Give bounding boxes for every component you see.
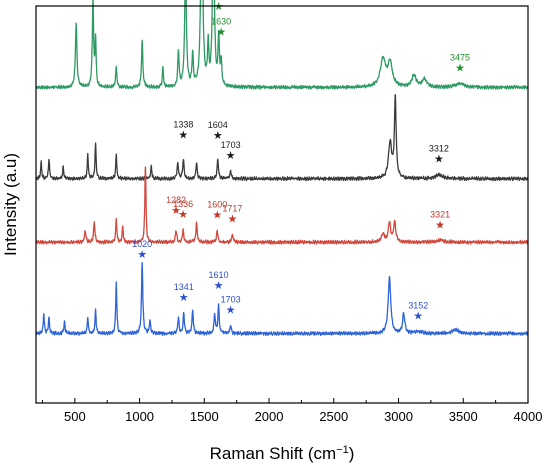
x-tick-label: 3500	[449, 409, 478, 424]
peak-star-marker: ★	[216, 26, 226, 38]
peak-label: 1630	[211, 16, 231, 26]
spectrum-line	[35, 262, 529, 337]
x-axis-label-main: Raman Shift (cm	[210, 444, 337, 463]
y-axis-label: Intensity (a.u)	[1, 153, 20, 256]
peak-label: 1611	[209, 0, 228, 1]
peak-star-marker: ★	[226, 305, 236, 317]
peak-label: 1610	[209, 270, 229, 280]
peak-label: 1717	[222, 203, 242, 213]
x-axis-label: Raman Shift (cm−1)	[210, 444, 355, 463]
x-tick-label: 2500	[319, 409, 348, 424]
peak-label: 1703	[221, 295, 241, 305]
x-tick-label: 500	[64, 409, 86, 424]
x-tick-label: 2000	[255, 409, 284, 424]
peak-star-marker: ★	[214, 1, 224, 13]
peak-label: 1336	[173, 199, 193, 209]
peak-star-marker: ★	[434, 154, 444, 166]
x-tick-label: 1000	[125, 409, 154, 424]
plot-frame	[35, 5, 529, 404]
annotation-layer: ★1355★1611★1630★3475★1338★1604★1703★3312…	[132, 0, 470, 322]
peak-label: 3152	[408, 300, 428, 310]
x-axis-label-tail: )	[349, 444, 355, 463]
peak-label: 1338	[173, 120, 193, 130]
peak-star-marker: ★	[413, 310, 423, 322]
series-layer	[35, 0, 529, 337]
peak-star-marker: ★	[179, 292, 189, 304]
x-tick-label: 3000	[384, 409, 413, 424]
peak-star-marker: ★	[214, 280, 224, 292]
x-tick-label: 4000	[514, 409, 543, 424]
peak-star-marker: ★	[178, 130, 188, 142]
peak-label: 3475	[450, 52, 470, 62]
peak-label: 1604	[208, 120, 228, 130]
peak-star-marker: ★	[212, 209, 222, 221]
peak-star-marker: ★	[178, 209, 188, 221]
peak-label: 1282	[166, 195, 186, 205]
peak-star-marker: ★	[226, 150, 236, 162]
peak-label: 1341	[174, 282, 194, 292]
peak-label: 1600	[207, 199, 227, 209]
peak-star-marker: ★	[455, 62, 465, 74]
x-tick-label: 1500	[190, 409, 219, 424]
spectrum-line	[35, 93, 529, 182]
peak-label: 3312	[429, 144, 449, 154]
peak-star-marker: ★	[213, 130, 223, 142]
peak-star-marker: ★	[435, 219, 445, 231]
peak-label: 1703	[221, 140, 241, 150]
peak-star-marker: ★	[137, 249, 147, 261]
x-axis: 500 1000 1500 2000 2500 3000 3500 4000	[41, 398, 543, 424]
peak-label: 3321	[430, 209, 450, 219]
spectrum-line	[35, 0, 529, 90]
peak-star-marker: ★	[227, 213, 237, 225]
peak-label: 1020	[132, 239, 152, 249]
x-axis-label-superscript: −1	[336, 444, 349, 456]
spectrum-line	[35, 166, 529, 245]
peak-star-marker: ★	[171, 205, 181, 217]
